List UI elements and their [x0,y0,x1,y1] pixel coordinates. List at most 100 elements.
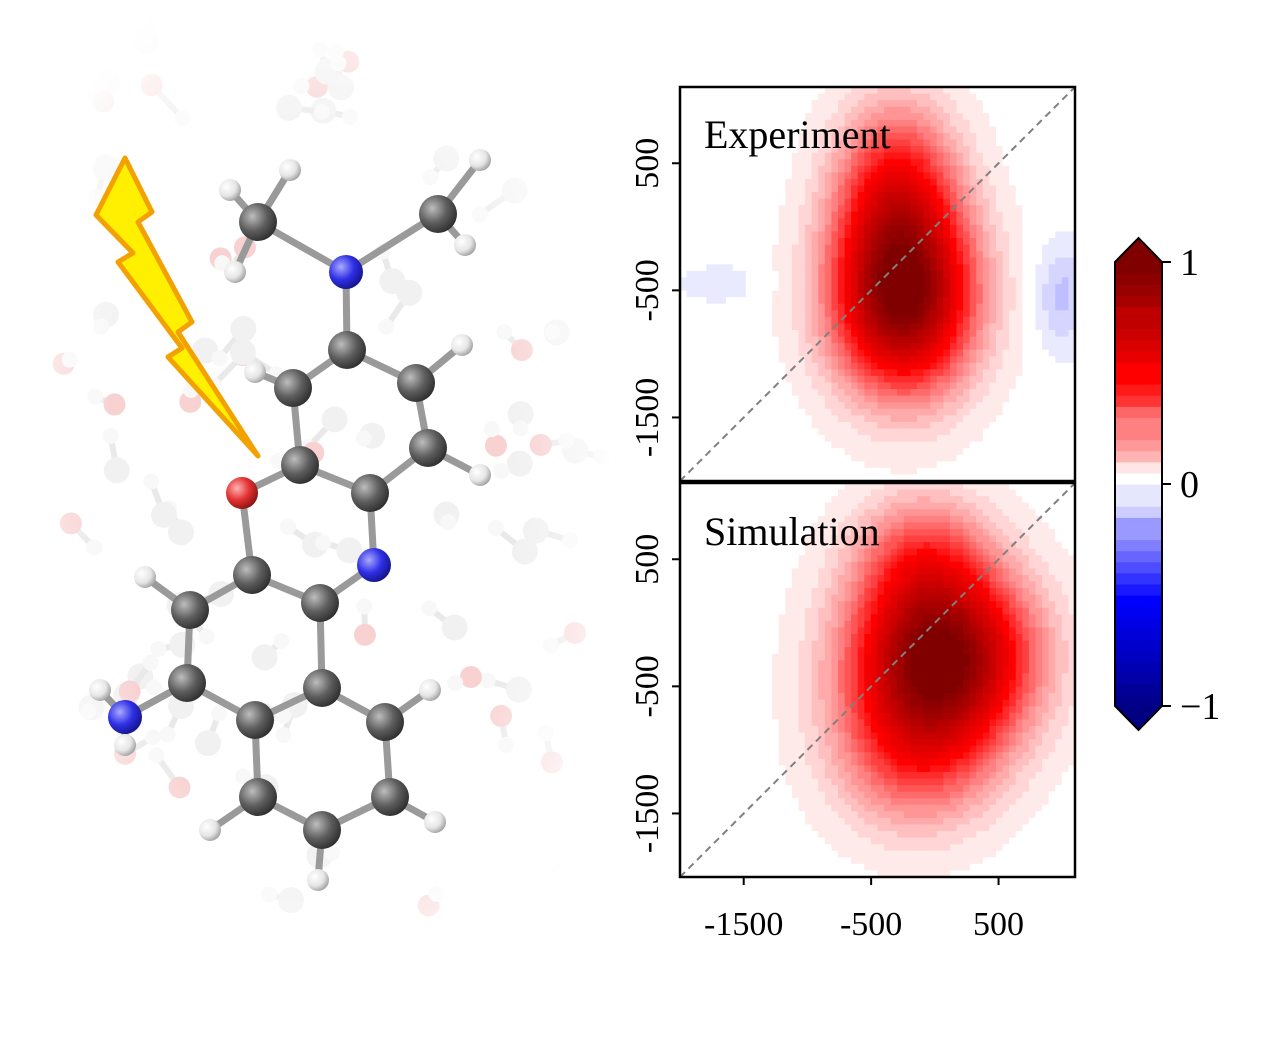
heatmap-cell [712,375,721,384]
heatmap-cell [864,323,872,331]
heatmap-cell [969,448,977,456]
heatmap-cell [884,224,892,233]
heatmap-cell [963,93,971,101]
heatmap-cell [778,205,786,213]
heatmap-cell [752,395,760,403]
heatmap-cell [811,264,819,272]
heatmap-cell [805,152,813,160]
heatmap-cell [778,732,786,740]
heatmap-cell [996,461,1004,469]
heatmap-cell [712,119,721,127]
heatmap-cell [752,375,760,384]
heatmap-cell [996,441,1004,449]
heatmap-cell [772,474,780,481]
heatmap-cell [818,126,826,134]
heatmap-cell [890,369,898,377]
heatmap-cell [693,771,701,780]
heatmap-cell [996,238,1004,246]
heatmap-cell [712,555,721,563]
heatmap-cell [693,791,701,799]
heatmap-cell [930,146,938,154]
heatmap-cell [765,693,773,701]
heatmap-cell [864,349,872,357]
heatmap-cell [870,415,879,423]
heatmap-cell [949,448,958,456]
heatmap-cell [903,428,912,436]
heatmap-cell [890,474,898,481]
heatmap-cell [745,244,754,252]
heatmap-cell [772,165,780,173]
heatmap-cell [778,548,786,556]
heatmap-cell [772,620,780,629]
heatmap-cell [844,284,852,292]
heatmap-cell [699,555,707,563]
heatmap-cell [831,152,839,160]
heatmap-cell [1035,310,1043,318]
heatmap-cell [1061,303,1070,311]
heatmap-cell [752,100,760,108]
heatmap-cell [1035,87,1043,95]
heatmap-cell [765,719,773,727]
heatmap-cell [1068,389,1075,397]
heatmap-cell [1028,93,1037,101]
heatmap-cell [897,284,905,292]
heatmap-cell [923,369,931,377]
carbon-atom [274,369,312,407]
heatmap-cell [851,382,859,390]
heatmap-cell [949,257,958,265]
heatmap-cell [811,421,819,430]
heatmap-cell [910,474,918,481]
heatmap-cell [811,408,819,416]
heatmap-cell [963,284,971,292]
heatmap-cell [712,244,721,252]
heatmap-cell [772,435,780,443]
heatmap-cell [693,389,701,397]
heatmap-cell [851,146,859,154]
heatmap-cell [752,620,760,629]
heatmap-cell [726,496,734,504]
heatmap-cell [831,178,839,187]
heatmap-cell [943,159,951,167]
heatmap-cell [759,548,767,556]
heatmap-cell [772,857,780,865]
heatmap-cell [778,356,786,364]
heatmap-cell [759,752,767,760]
heatmap-cell [752,402,760,410]
heatmap-cell [969,415,977,423]
heatmap-cell [693,244,701,252]
heatmap-cell [864,395,872,403]
heatmap-cell [949,126,958,134]
heatmap-cell [969,382,977,390]
heatmap-cell [791,113,800,121]
heatmap-cell [956,93,964,101]
heatmap-cell [791,837,800,845]
heatmap-cell [759,461,767,469]
heatmap-cell [963,441,971,449]
heatmap-cell [699,93,707,101]
heatmap-cell [765,831,773,839]
heatmap-cell [910,349,918,357]
heatmap-cell [752,369,760,377]
heatmap-cell [963,211,971,219]
heatmap-cell [903,277,912,285]
heatmap-cell [785,719,793,727]
heatmap-cell [719,804,727,812]
heatmap-cell [943,329,951,338]
heatmap-cell [765,548,773,556]
heatmap-cell [778,402,786,410]
heatmap-cell [785,87,793,95]
heatmap-cell [785,100,793,108]
heatmap-cell [680,211,688,219]
heatmap-cell [785,686,793,694]
heatmap-cell [818,152,826,160]
heatmap-cell [745,310,754,318]
heatmap-cell [949,428,958,436]
heatmap-cell [798,224,806,233]
heatmap-cell [864,231,872,239]
heatmap-cell [877,270,885,279]
heatmap-cell [732,653,740,661]
heatmap-cell [996,474,1004,481]
heatmap-cell [686,211,694,219]
heatmap-cell [1002,421,1010,430]
heatmap-cell [824,343,833,351]
